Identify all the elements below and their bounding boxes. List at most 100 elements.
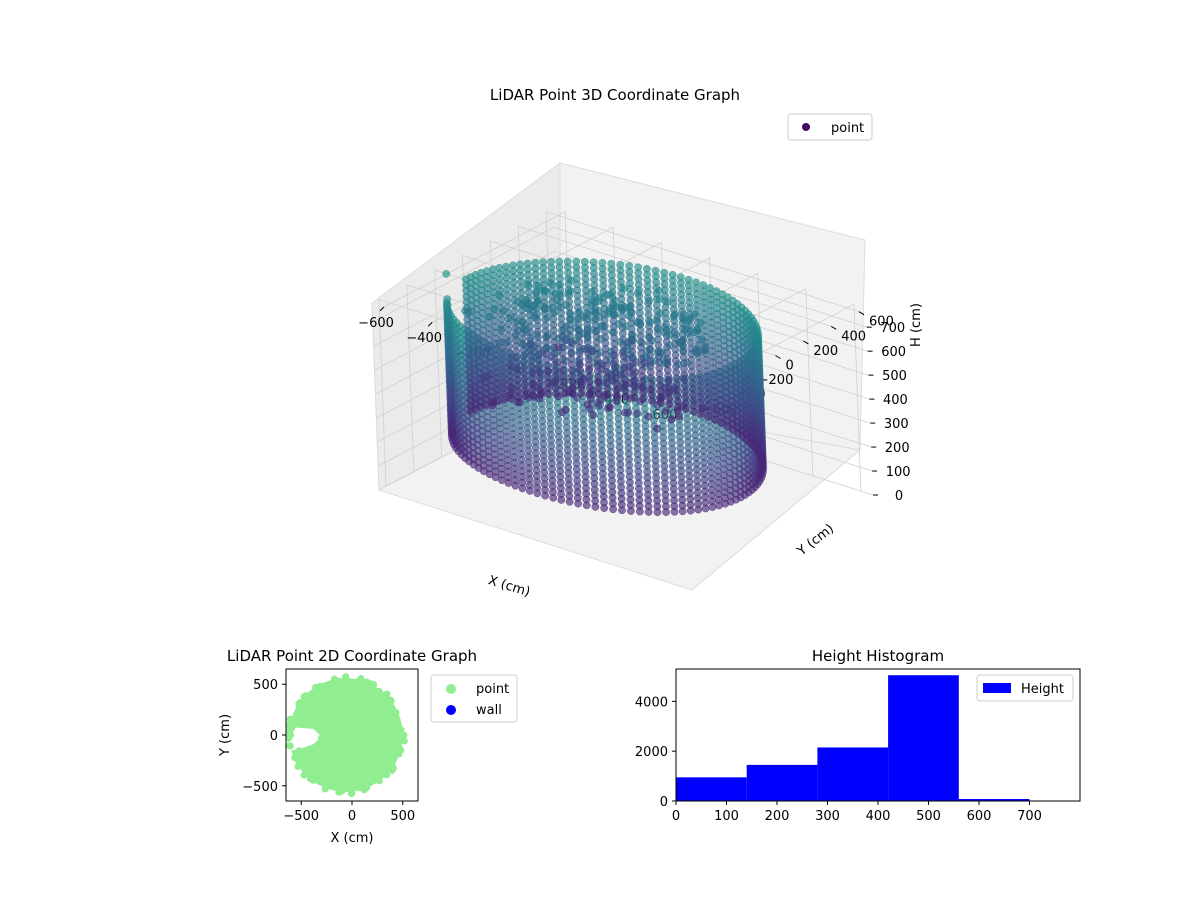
legend-2d-point-marker [446,684,456,694]
point-3d [489,266,496,273]
x-tick-label-histogram: 0 [672,809,680,824]
x-tick-label-3d: −600 [358,316,394,331]
legend-2d-wall-label: wall [476,703,502,718]
legend-histogram-swatch [983,683,1011,693]
point-2d [318,735,325,742]
point-3d [617,261,624,268]
point-2d [300,693,307,700]
point-2d [331,675,338,682]
y-tick-label-histogram: 4000 [635,695,668,710]
x-tick-label-2d: −500 [283,809,319,824]
point-3d [643,265,650,272]
point-3d [669,271,676,278]
legend-3d-label: point [831,121,864,136]
point-2d [393,709,400,716]
x-axis-label-3d: X (cm) [486,573,532,600]
point-3d [607,404,614,411]
y-axis-label-2d: Y (cm) [218,714,233,757]
point-3d [496,264,503,271]
point-3d [685,276,692,283]
histogram-title: Height Histogram [812,647,944,665]
point-2d [397,747,404,754]
x-tick-label-2d: 500 [390,809,415,824]
point-2d [363,784,370,791]
point-3d [532,259,539,266]
scatter-3d-chart: LiDAR Point 3D Coordinate Graph −600 −400… [358,86,924,600]
z-tick-label-3d: 300 [884,417,909,432]
point-3d [608,260,615,267]
point-3d [599,259,606,266]
point-2d [383,771,390,778]
point-3d [443,270,450,277]
point-2d [287,742,294,749]
point-3d [645,413,652,420]
point-3d [584,401,591,408]
point-3d [635,264,642,271]
point-2d [347,786,354,793]
point-2d [357,784,364,791]
histogram-bar [888,675,959,801]
point-3d [509,262,516,269]
y-tick-label-3d: 200 [813,344,838,359]
chart-3d-title: LiDAR Point 3D Coordinate Graph [490,86,740,104]
legend-2d-wall-marker [446,705,456,715]
point-3d [626,262,633,269]
z-tick-label-3d: 0 [895,489,903,504]
plot-area-2d [285,673,408,797]
y-tick-label-3d: 400 [841,329,866,344]
legend-2d: point wall [431,675,517,722]
histogram-bar [817,747,888,801]
point-3d [581,258,588,265]
legend-3d: point [788,114,872,140]
z-tick-label-3d: 600 [881,345,906,360]
y-tick-label-2d: −500 [242,780,278,795]
point-2d [387,697,394,704]
z-tick-label-3d: 400 [883,393,908,408]
z-tick-label-3d: 200 [885,441,910,456]
point-2d [396,728,403,735]
point-2d [313,685,320,692]
x-tick-label-3d: −400 [406,331,442,346]
point-3d [663,407,670,414]
x-tick-label-2d: 0 [348,809,356,824]
legend-3d-marker [802,123,810,131]
chart-2d-title: LiDAR Point 2D Coordinate Graph [227,647,477,665]
histogram-bar [747,765,818,801]
point-2d [389,761,396,768]
x-tick-label-histogram: 600 [967,809,992,824]
point-2d [401,738,408,745]
y-axis-label-3d: Y (cm) [794,521,837,559]
histogram-bar [676,777,747,801]
point-2d [374,776,381,783]
point-3d [661,269,668,276]
point-3d [677,274,684,281]
point-3d [692,279,699,286]
point-2d [300,772,307,779]
x-tick-label-histogram: 300 [815,809,840,824]
y-tick-label-3d: 0 [786,359,794,374]
point-3d [590,411,597,418]
z-tick-label-3d: 500 [882,369,907,384]
x-axis-label-2d: X (cm) [331,831,374,846]
point-2d [356,678,363,685]
point-3d [524,260,531,267]
x-tick-label-histogram: 100 [714,809,739,824]
point-3d [654,425,661,432]
point-3d [555,344,562,351]
point-3d [700,282,707,289]
y-tick-label-2d: 0 [270,729,278,744]
point-3d [556,258,563,265]
point-3d [564,258,571,265]
point-2d [345,678,352,685]
x-tick-label-histogram: 700 [1017,809,1042,824]
point-2d [287,726,294,733]
point-2d [339,787,346,794]
histogram-bars [676,675,1030,801]
point-3d [590,259,597,266]
z-tick-label-3d: 700 [880,321,905,336]
point-3d [502,263,509,270]
point-2d [384,691,391,698]
point-3d [706,284,713,291]
z-axis-label-3d: H (cm) [909,303,924,347]
legend-2d-point-label: point [476,682,509,697]
